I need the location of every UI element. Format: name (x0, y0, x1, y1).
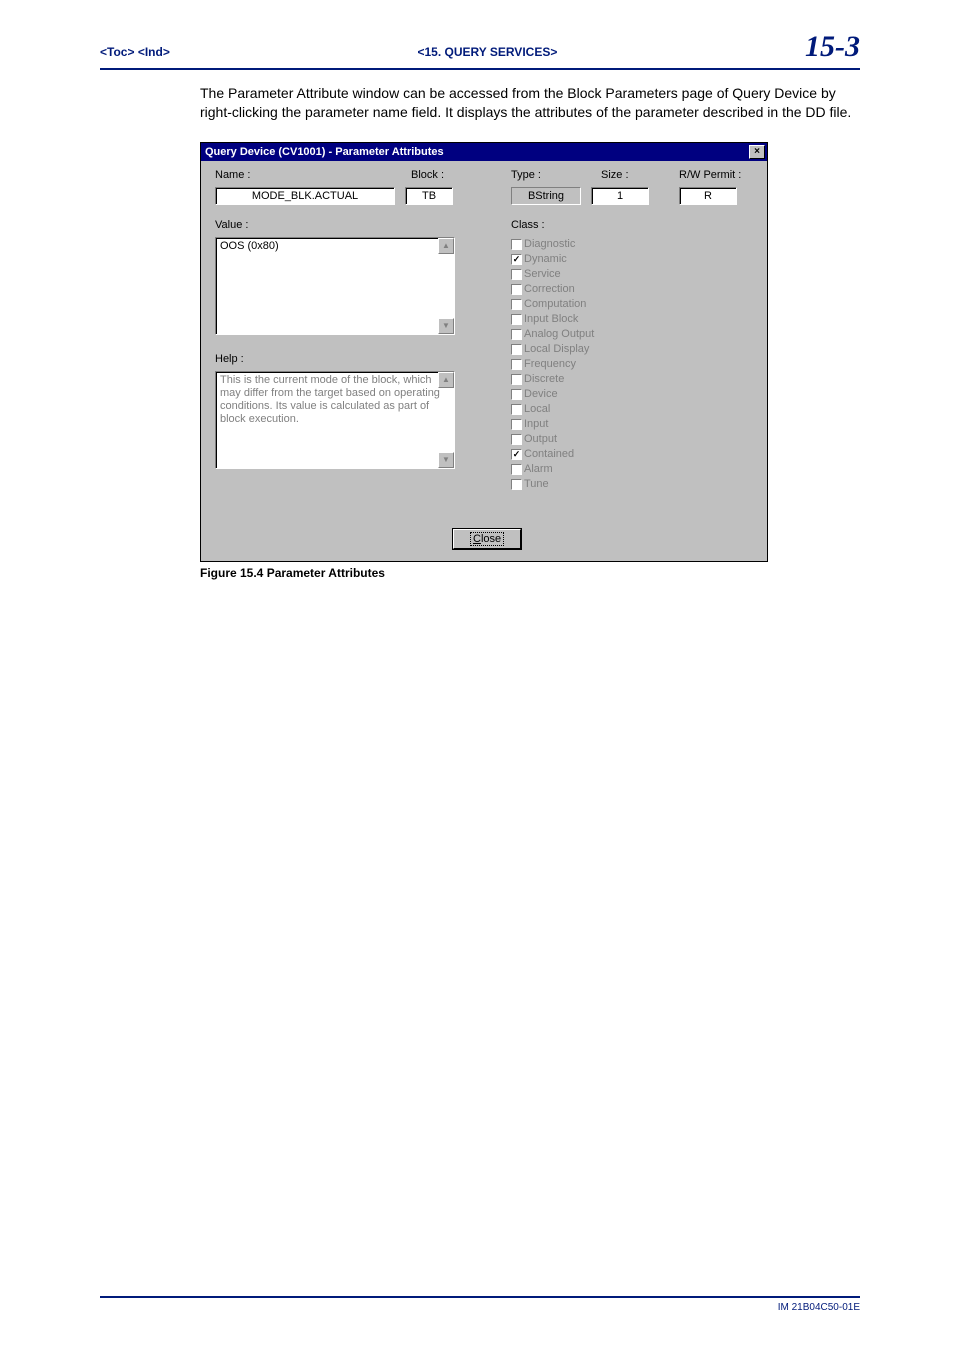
dialog-title: Query Device (CV1001) - Parameter Attrib… (205, 146, 444, 158)
class-label: Class : (511, 219, 545, 231)
class-item-label: Analog Output (524, 328, 594, 340)
class-item: Input (511, 417, 594, 432)
class-item-label: Discrete (524, 373, 564, 385)
size-field: 1 (591, 187, 649, 205)
help-textarea[interactable]: This is the current mode of the block, w… (215, 371, 455, 469)
class-checklist: Diagnostic✓DynamicServiceCorrectionCompu… (511, 237, 594, 492)
ind-link[interactable]: <Ind> (138, 45, 170, 59)
figure-caption: Figure 15.4 Parameter Attributes (200, 566, 860, 580)
scroll-up-icon[interactable]: ▲ (438, 372, 454, 388)
class-item: Output (511, 432, 594, 447)
class-item-label: Service (524, 268, 561, 280)
intro-paragraph: The Parameter Attribute window can be ac… (200, 84, 860, 122)
class-item: ✓Dynamic (511, 252, 594, 267)
checkbox-icon[interactable] (511, 434, 522, 445)
class-item-label: Local Display (524, 343, 589, 355)
class-item-label: Dynamic (524, 253, 567, 265)
class-item: Computation (511, 297, 594, 312)
dialog-body: Name : Block : Type : Size : R/W Permit … (201, 161, 767, 561)
block-field: TB (405, 187, 453, 205)
close-button[interactable]: Close (453, 529, 521, 549)
checkbox-icon[interactable]: ✓ (511, 254, 522, 265)
checkbox-icon[interactable] (511, 389, 522, 400)
checkbox-icon[interactable] (511, 479, 522, 490)
class-item: Local Display (511, 342, 594, 357)
parameter-attributes-dialog: Query Device (CV1001) - Parameter Attrib… (200, 142, 768, 562)
class-item: Analog Output (511, 327, 594, 342)
class-item-label: Tune (524, 478, 549, 490)
class-item: Discrete (511, 372, 594, 387)
type-label: Type : (511, 169, 541, 181)
class-item-label: Correction (524, 283, 575, 295)
value-text: OOS (0x80) (220, 240, 279, 252)
class-item: Service (511, 267, 594, 282)
scroll-down-icon[interactable]: ▼ (438, 452, 454, 468)
class-item: Correction (511, 282, 594, 297)
class-item-label: Alarm (524, 463, 553, 475)
scroll-down-icon[interactable]: ▼ (438, 318, 454, 334)
name-field: MODE_BLK.ACTUAL (215, 187, 395, 205)
class-item: Alarm (511, 462, 594, 477)
class-item-label: Frequency (524, 358, 576, 370)
dialog-titlebar: Query Device (CV1001) - Parameter Attrib… (201, 143, 767, 161)
class-item: Frequency (511, 357, 594, 372)
checkbox-icon[interactable] (511, 464, 522, 475)
checkbox-icon[interactable] (511, 284, 522, 295)
class-item-label: Output (524, 433, 557, 445)
checkbox-icon[interactable] (511, 404, 522, 415)
page-header: <Toc> <Ind> <15. QUERY SERVICES> 15-3 (100, 30, 860, 70)
section-title: <15. QUERY SERVICES> (417, 45, 557, 59)
class-item: Device (511, 387, 594, 402)
toc-link[interactable]: <Toc> (100, 45, 134, 59)
size-label: Size : (601, 169, 629, 181)
class-item: Diagnostic (511, 237, 594, 252)
scroll-up-icon[interactable]: ▲ (438, 238, 454, 254)
rw-field: R (679, 187, 737, 205)
block-label: Block : (411, 169, 444, 181)
class-item: Input Block (511, 312, 594, 327)
checkbox-icon[interactable] (511, 359, 522, 370)
help-text: This is the current mode of the block, w… (220, 374, 440, 426)
checkbox-icon[interactable] (511, 344, 522, 355)
header-nav: <Toc> <Ind> (100, 45, 170, 59)
checkbox-icon[interactable] (511, 314, 522, 325)
value-textarea[interactable]: OOS (0x80) ▲ ▼ (215, 237, 455, 335)
class-item-label: Local (524, 403, 550, 415)
checkbox-icon[interactable] (511, 419, 522, 430)
class-item-label: Diagnostic (524, 238, 575, 250)
page-number: 15-3 (805, 30, 860, 64)
class-item-label: Input (524, 418, 548, 430)
checkbox-icon[interactable] (511, 239, 522, 250)
class-item: Tune (511, 477, 594, 492)
checkbox-icon[interactable] (511, 299, 522, 310)
class-item-label: Contained (524, 448, 574, 460)
type-field: BString (511, 187, 581, 205)
close-icon[interactable]: × (749, 145, 765, 159)
help-label: Help : (215, 353, 244, 365)
class-item: Local (511, 402, 594, 417)
class-item-label: Computation (524, 298, 586, 310)
rw-label: R/W Permit : (679, 169, 741, 181)
figure-container: Query Device (CV1001) - Parameter Attrib… (200, 142, 860, 580)
checkbox-icon[interactable]: ✓ (511, 449, 522, 460)
checkbox-icon[interactable] (511, 269, 522, 280)
class-item-label: Device (524, 388, 558, 400)
name-label: Name : (215, 169, 250, 181)
class-item: ✓Contained (511, 447, 594, 462)
page-footer: IM 21B04C50-01E (100, 1296, 860, 1313)
checkbox-icon[interactable] (511, 329, 522, 340)
class-item-label: Input Block (524, 313, 578, 325)
checkbox-icon[interactable] (511, 374, 522, 385)
value-label: Value : (215, 219, 248, 231)
